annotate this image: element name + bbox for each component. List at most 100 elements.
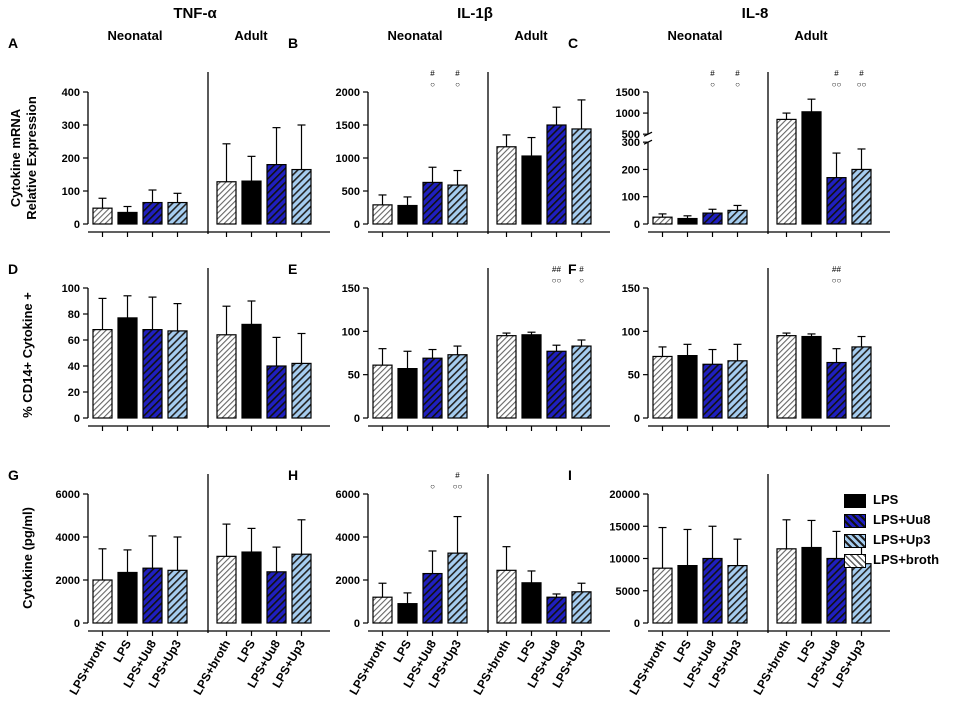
y-tick-label-h: 6000	[336, 489, 360, 501]
y-tick-label-g: 2000	[56, 575, 80, 587]
bar-c-adult-1	[801, 111, 822, 225]
sig-circle-e: ○	[579, 276, 584, 285]
y-tick-label-d: 60	[68, 335, 80, 347]
bar-g-neonatal-0	[92, 579, 113, 624]
group-label-neonatal-c: Neonatal	[668, 28, 723, 43]
y-tick-label-c: 100	[622, 192, 640, 204]
bar-h-neonatal-1	[397, 603, 418, 624]
panel-letter-b: B	[288, 35, 298, 51]
bar-d-adult-1	[241, 323, 262, 419]
bar-i-adult-2	[826, 557, 847, 624]
bar-d-neonatal-2	[142, 329, 163, 419]
y-tick-label-h: 4000	[336, 532, 360, 544]
sig-circle-h: ○○	[453, 482, 463, 491]
legend-swatch-broth	[844, 554, 866, 568]
y-tick-label-f: 100	[622, 326, 640, 338]
bar-f-adult-2	[826, 361, 847, 419]
x-tick-label-h: LPS+broth	[346, 638, 389, 698]
sig-hash-c: #	[735, 69, 740, 78]
bar-e-adult-2	[546, 350, 567, 419]
bar-a-adult-1	[241, 180, 262, 225]
y-tick-label-a: 0	[74, 219, 80, 231]
sig-circle-h: ○	[430, 482, 435, 491]
y-tick-label-e: 150	[342, 283, 360, 295]
legend-swatch-uu8	[844, 514, 866, 528]
bar-g-adult-1	[241, 551, 262, 624]
legend-swatch-up3	[844, 534, 866, 548]
bar-g-neonatal-1	[117, 571, 138, 624]
bar-a-neonatal-2	[142, 201, 163, 225]
bar-b-adult-3	[571, 128, 592, 225]
sig-circle-e: ○○	[552, 276, 562, 285]
bar-a-neonatal-1	[117, 211, 138, 225]
bar-e-neonatal-3	[447, 354, 468, 419]
bar-h-neonatal-2	[422, 572, 443, 624]
y-tick-label-d: 40	[68, 361, 80, 373]
y-tick-label-e: 100	[342, 326, 360, 338]
bar-h-adult-2	[546, 596, 567, 624]
y-tick-label-f: 150	[622, 283, 640, 295]
bar-c-adult-0	[776, 118, 797, 225]
bar-c-neonatal-1	[677, 217, 698, 225]
bar-a-neonatal-3	[167, 201, 188, 225]
axis-break-gap-c	[656, 134, 888, 143]
sig-hash-e: ##	[552, 265, 561, 274]
bar-f-neonatal-1	[677, 355, 698, 419]
bar-i-adult-3	[851, 563, 872, 624]
x-tick-label-h: LPS	[514, 638, 538, 665]
group-label-neonatal-a: Neonatal	[108, 28, 163, 43]
y-tick-label-i: 15000	[609, 521, 640, 533]
bar-e-neonatal-0	[372, 364, 393, 419]
sig-hash-c: #	[710, 69, 715, 78]
legend-label-broth: LPS+broth	[873, 552, 940, 567]
x-tick-label-g: LPS+broth	[66, 638, 109, 698]
bar-b-neonatal-2	[422, 181, 443, 225]
bar-i-adult-0	[776, 548, 797, 624]
x-tick-label-h: LPS	[390, 638, 414, 665]
panel-letter-e: E	[288, 261, 297, 277]
legend-label-up3: LPS+Up3	[873, 532, 931, 547]
panel-letter-i: I	[568, 467, 572, 483]
y-tick-label-d: 0	[74, 413, 80, 425]
panel-f: F 0 50 100 150 ## ○○	[568, 261, 890, 431]
bar-a-adult-2	[266, 164, 287, 225]
y-tick-label-f: 0	[634, 413, 640, 425]
x-tick-label-g: LPS+broth	[190, 638, 233, 698]
ylabel-mrna-line2: Relative Expression	[24, 96, 39, 220]
sig-hash-b: #	[430, 69, 435, 78]
y-tick-label-a: 200	[62, 153, 80, 165]
legend-label-lps: LPS	[873, 492, 899, 507]
y-tick-label-g: 0	[74, 618, 80, 630]
bar-h-adult-1	[521, 582, 542, 624]
y-tick-label-g: 6000	[56, 489, 80, 501]
bar-e-neonatal-2	[422, 357, 443, 419]
y-tick-label-b: 500	[342, 186, 360, 198]
y-tick-label-a: 400	[62, 87, 80, 99]
panel-letter-d: D	[8, 261, 18, 277]
y-tick-label-d: 80	[68, 309, 80, 321]
bar-f-neonatal-0	[652, 355, 673, 419]
bar-b-adult-2	[546, 124, 567, 225]
bar-c-neonatal-0	[652, 216, 673, 225]
panel-letter-h: H	[288, 467, 298, 483]
ylabel-mrna-line1: Cytokine mRNA	[8, 108, 23, 207]
bar-a-adult-0	[216, 181, 237, 225]
bar-d-neonatal-0	[92, 329, 113, 419]
sig-circle-f: ○○	[832, 276, 842, 285]
y-tick-label-c: 200	[622, 164, 640, 176]
bar-e-neonatal-1	[397, 368, 418, 419]
panel-letter-c: C	[568, 35, 578, 51]
bar-c-neonatal-2	[702, 212, 723, 225]
bar-d-adult-0	[216, 334, 237, 419]
bar-i-adult-1	[801, 546, 822, 624]
bar-c-adult-2	[826, 177, 847, 225]
sig-circle-b: ○	[430, 80, 435, 89]
bar-d-neonatal-3	[167, 330, 188, 419]
y-tick-label-g: 4000	[56, 532, 80, 544]
x-tick-label-h: LPS+broth	[470, 638, 513, 698]
sig-hash-c: #	[834, 69, 839, 78]
sig-hash-b: #	[455, 69, 460, 78]
